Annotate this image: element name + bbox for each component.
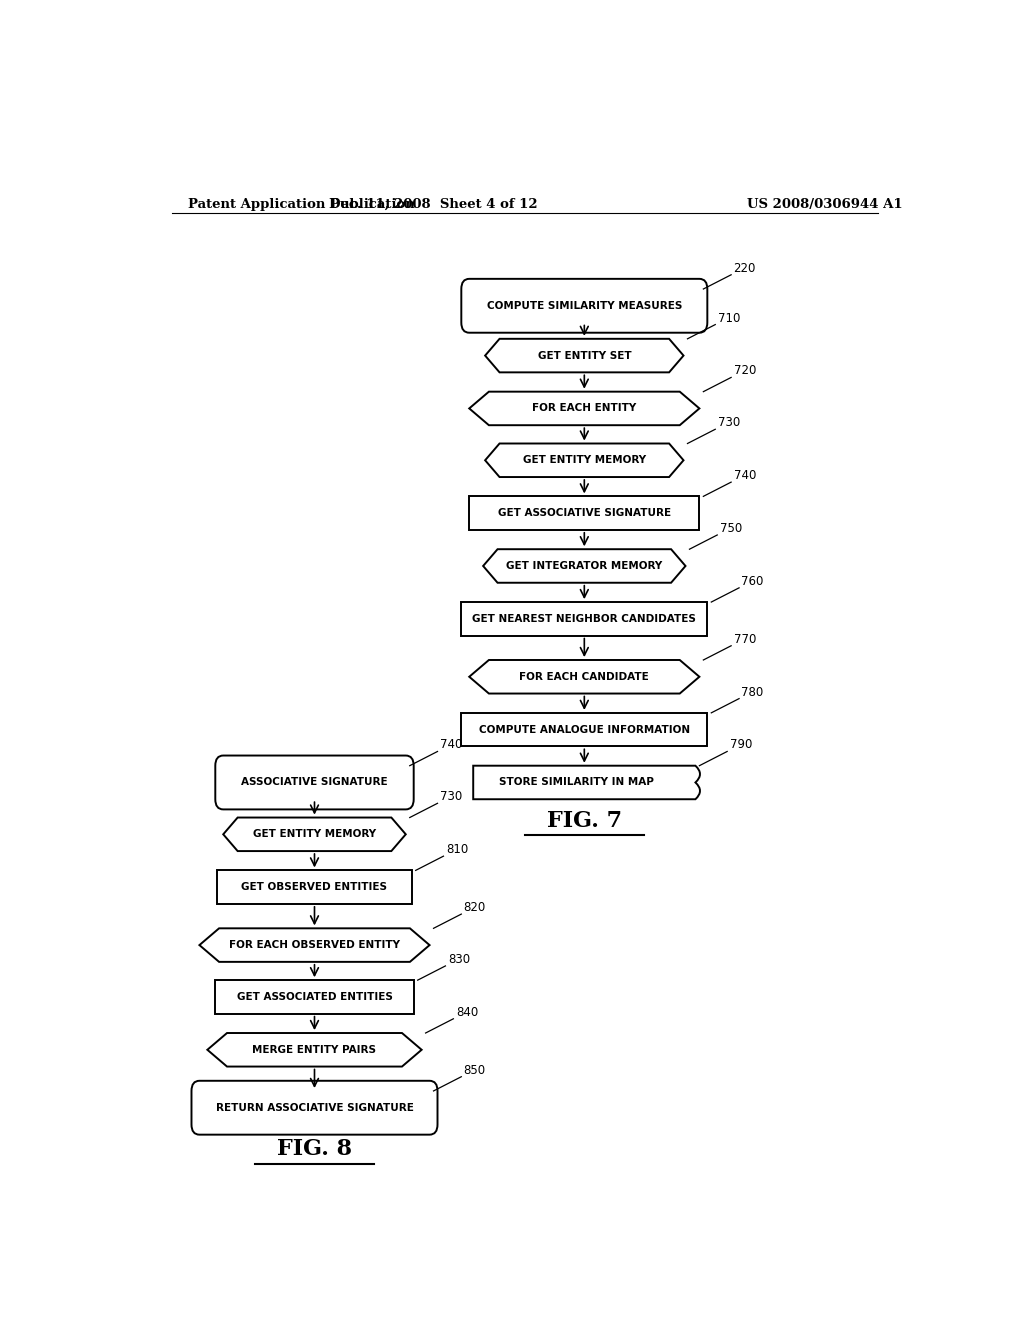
Bar [461,602,708,636]
Text: COMPUTE ANALOGUE INFORMATION: COMPUTE ANALOGUE INFORMATION [479,725,690,735]
Text: RETURN ASSOCIATIVE SIGNATURE: RETURN ASSOCIATIVE SIGNATURE [216,1102,414,1113]
Text: 820: 820 [464,902,486,913]
Text: GET ENTITY MEMORY: GET ENTITY MEMORY [523,455,646,465]
Text: 750: 750 [720,521,741,535]
Text: FOR EACH CANDIDATE: FOR EACH CANDIDATE [519,672,649,681]
Polygon shape [483,549,685,582]
Text: GET OBSERVED ENTITIES: GET OBSERVED ENTITIES [242,882,387,892]
Text: GET INTEGRATOR MEMORY: GET INTEGRATOR MEMORY [506,561,663,572]
Text: GET ENTITY SET: GET ENTITY SET [538,351,631,360]
Text: 740: 740 [733,469,756,482]
Text: 770: 770 [733,632,756,645]
Polygon shape [207,1034,422,1067]
PathPatch shape [473,766,700,799]
FancyBboxPatch shape [461,279,708,333]
Text: 780: 780 [741,685,764,698]
Text: 220: 220 [733,261,756,275]
Polygon shape [469,660,699,693]
Text: 810: 810 [445,843,468,857]
Text: 790: 790 [729,738,752,751]
Polygon shape [485,339,684,372]
Text: FIG. 7: FIG. 7 [547,810,622,832]
Text: Patent Application Publication: Patent Application Publication [187,198,415,211]
Text: Dec. 11, 2008  Sheet 4 of 12: Dec. 11, 2008 Sheet 4 of 12 [330,198,538,211]
Text: 730: 730 [440,791,462,804]
FancyBboxPatch shape [215,755,414,809]
Text: STORE SIMILARITY IN MAP: STORE SIMILARITY IN MAP [499,777,653,788]
Bar [469,496,699,529]
Text: 710: 710 [718,312,740,325]
Text: GET NEAREST NEIGHBOR CANDIDATES: GET NEAREST NEIGHBOR CANDIDATES [472,614,696,624]
Polygon shape [469,392,699,425]
Text: MERGE ENTITY PAIRS: MERGE ENTITY PAIRS [253,1045,377,1055]
Polygon shape [485,444,684,477]
Text: FOR EACH OBSERVED ENTITY: FOR EACH OBSERVED ENTITY [229,940,400,950]
Text: 760: 760 [741,574,764,587]
Text: 720: 720 [733,364,756,378]
Text: 830: 830 [447,953,470,966]
Bar [217,870,412,904]
Text: 740: 740 [440,738,462,751]
Text: GET ASSOCIATED ENTITIES: GET ASSOCIATED ENTITIES [237,991,392,1002]
Text: FIG. 8: FIG. 8 [276,1138,352,1160]
Text: COMPUTE SIMILARITY MEASURES: COMPUTE SIMILARITY MEASURES [486,301,682,310]
Text: 730: 730 [718,416,740,429]
Text: GET ENTITY MEMORY: GET ENTITY MEMORY [253,829,376,840]
Text: GET ASSOCIATIVE SIGNATURE: GET ASSOCIATIVE SIGNATURE [498,508,671,519]
Text: FOR EACH ENTITY: FOR EACH ENTITY [532,404,637,413]
Text: ASSOCIATIVE SIGNATURE: ASSOCIATIVE SIGNATURE [242,777,388,788]
Bar [215,981,414,1014]
Polygon shape [223,817,406,851]
Text: US 2008/0306944 A1: US 2008/0306944 A1 [748,198,902,211]
Text: 840: 840 [456,1006,478,1019]
Text: 850: 850 [464,1064,485,1077]
Bar [461,713,708,746]
FancyBboxPatch shape [191,1081,437,1135]
Polygon shape [200,928,430,962]
